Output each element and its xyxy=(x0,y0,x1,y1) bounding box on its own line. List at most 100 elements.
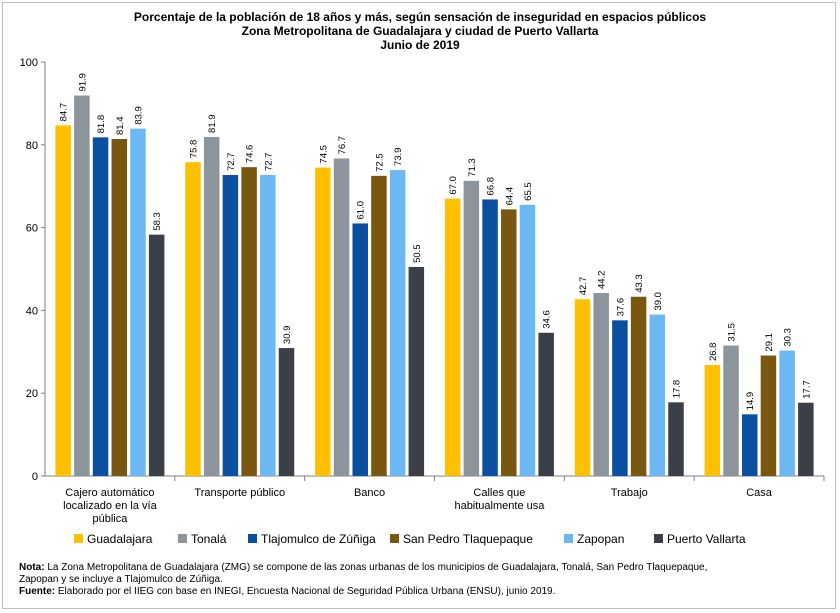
bar-value-label: 39.0 xyxy=(653,292,664,311)
category-label: Transporte público xyxy=(194,487,285,499)
bar-6-1 xyxy=(704,365,721,476)
bar-4-4 xyxy=(501,209,517,476)
fuente-line: Fuente: Elaborado por el IIEG con base e… xyxy=(19,586,819,598)
chart-notes: Nota: La Zona Metropolitana de Guadalaja… xyxy=(19,562,819,598)
category-label: Calles que xyxy=(473,487,525,499)
category-label: pública xyxy=(92,513,128,525)
y-tick-label: 0 xyxy=(32,471,38,483)
fuente-label: Fuente: xyxy=(19,586,56,597)
bar-5-6 xyxy=(668,402,684,476)
nota-text-1: La Zona Metropolitana de Guadalajara (ZM… xyxy=(47,562,708,573)
y-tick-label: 40 xyxy=(26,305,38,317)
bar-5-1 xyxy=(574,299,591,476)
legend-label-3: Tlajomulco de Zúñiga xyxy=(261,532,376,546)
legend-swatch-5 xyxy=(564,534,573,543)
bar-5-4 xyxy=(630,296,647,476)
y-tick-label: 80 xyxy=(26,140,38,152)
bar-4-3 xyxy=(482,199,498,476)
bar-3-6 xyxy=(408,266,425,476)
bar-value-label: 43.3 xyxy=(634,274,645,293)
category-label: Banco xyxy=(354,487,385,499)
legend-label-6: Puerto Vallarta xyxy=(667,532,746,546)
legend-label-1: Guadalajara xyxy=(87,532,153,546)
category-label: habitualmente usa xyxy=(454,500,545,512)
legend-label-4: San Pedro Tlaquepaque xyxy=(403,532,533,546)
bar-2-6 xyxy=(278,348,295,476)
bar-value-label: 61.0 xyxy=(356,201,367,220)
legend-swatch-2 xyxy=(178,534,187,543)
bar-2-3 xyxy=(222,175,239,476)
bar-4-1 xyxy=(444,198,461,476)
bar-3-3 xyxy=(352,223,368,476)
chart-title-line-2: Zona Metropolitana de Guadalajara y ciud… xyxy=(242,24,599,38)
bar-value-label: 72.7 xyxy=(263,153,274,172)
bar-6-3 xyxy=(741,414,758,476)
legend-swatch-1 xyxy=(74,534,83,543)
bar-value-label: 71.3 xyxy=(467,158,478,177)
legend-swatch-4 xyxy=(390,534,399,543)
category-label: Casa xyxy=(746,487,773,499)
bar-5-5 xyxy=(649,314,666,476)
bar-2-5 xyxy=(260,175,276,476)
bar-1-1 xyxy=(55,125,71,476)
bar-chart: Porcentaje de la población de 18 años y … xyxy=(20,10,825,546)
bar-value-label: 37.6 xyxy=(615,298,626,317)
bar-value-label: 30.9 xyxy=(282,326,293,345)
bar-6-2 xyxy=(723,345,739,476)
bar-5-3 xyxy=(612,320,628,476)
bar-value-label: 75.8 xyxy=(189,140,200,159)
bar-value-label: 64.4 xyxy=(504,187,515,206)
bar-2-2 xyxy=(203,136,220,476)
chart-title-line-3: Junio de 2019 xyxy=(380,38,460,52)
bar-value-label: 14.9 xyxy=(745,392,756,411)
bar-4-5 xyxy=(519,204,536,476)
bar-value-label: 31.5 xyxy=(727,323,738,342)
bar-3-5 xyxy=(389,170,406,476)
chart-title-line-1: Porcentaje de la población de 18 años y … xyxy=(134,10,707,24)
bar-value-label: 72.5 xyxy=(374,153,385,172)
bar-value-label: 81.9 xyxy=(207,114,218,133)
category-label: Trabajo xyxy=(611,487,648,499)
bar-value-label: 74.6 xyxy=(245,145,256,164)
bar-value-label: 81.8 xyxy=(96,115,107,134)
bar-value-label: 65.5 xyxy=(523,182,534,201)
legend-swatch-6 xyxy=(654,534,663,543)
bar-value-label: 26.8 xyxy=(708,343,719,362)
bar-value-label: 72.7 xyxy=(226,153,237,172)
bar-5-2 xyxy=(593,293,609,476)
bar-value-label: 67.0 xyxy=(448,176,459,195)
bar-value-label: 34.6 xyxy=(542,310,553,329)
bar-2-1 xyxy=(185,162,201,477)
y-tick-label: 100 xyxy=(20,57,38,69)
nota-label: Nota: xyxy=(19,562,45,573)
bar-value-label: 91.9 xyxy=(77,73,88,92)
bar-1-6 xyxy=(148,234,165,476)
nota-line-1: Nota: La Zona Metropolitana de Guadalaja… xyxy=(19,562,819,574)
bar-value-label: 83.9 xyxy=(133,106,144,125)
bar-6-5 xyxy=(779,350,795,476)
legend-label-2: Tonalá xyxy=(191,532,227,546)
fuente-text: Elaborado por el IIEG con base en INEGI,… xyxy=(57,586,556,597)
bar-value-label: 73.9 xyxy=(393,148,404,167)
bar-1-5 xyxy=(130,128,146,477)
bar-3-1 xyxy=(315,167,331,476)
bar-value-label: 50.5 xyxy=(412,244,423,263)
bar-value-label: 42.7 xyxy=(578,277,589,296)
legend-label-5: Zapopan xyxy=(577,532,624,546)
category-label: localizado en la vía xyxy=(63,500,157,512)
bar-1-3 xyxy=(92,137,109,476)
bar-3-4 xyxy=(371,175,387,476)
bar-6-6 xyxy=(798,402,814,476)
bar-4-2 xyxy=(463,180,480,476)
bar-value-label: 17.7 xyxy=(801,380,812,399)
bar-value-label: 17.8 xyxy=(672,380,683,399)
bar-value-label: 66.8 xyxy=(486,177,497,195)
legend-swatch-3 xyxy=(248,534,257,543)
y-tick-label: 20 xyxy=(26,388,38,400)
bar-4-6 xyxy=(538,332,554,476)
bar-6-4 xyxy=(760,355,777,476)
bar-1-2 xyxy=(74,95,90,476)
bar-1-4 xyxy=(111,139,128,476)
nota-text-2: Zapopan y se incluye a Tlajomulco de Zúñ… xyxy=(19,574,223,585)
bar-value-label: 58.3 xyxy=(152,212,163,231)
